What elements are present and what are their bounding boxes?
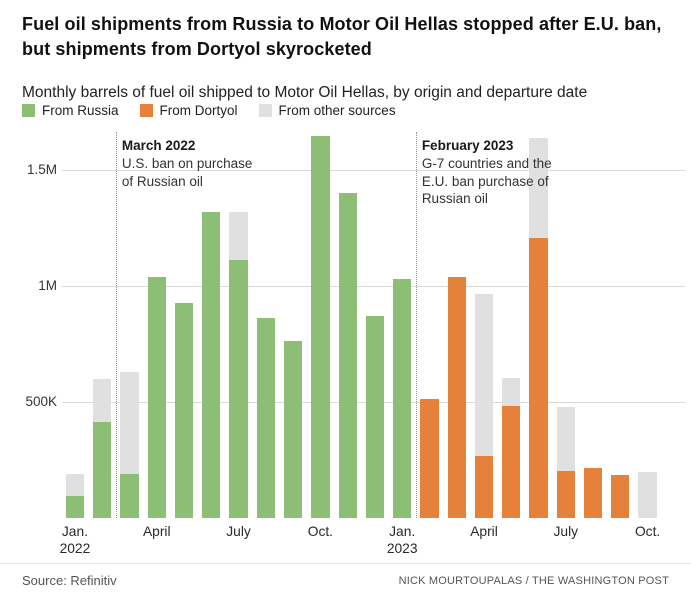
- bar-segment: [447, 276, 466, 519]
- legend-swatch-icon: [258, 104, 272, 117]
- bar-segment: [420, 398, 439, 519]
- bar-segment: [502, 405, 521, 519]
- bar-segment: [65, 496, 85, 519]
- byline-credit: NICK MOURTOUPALAS / THE WASHINGTON POST: [398, 575, 669, 587]
- bar-segment: [556, 470, 575, 519]
- event-marker-line: [415, 132, 417, 519]
- y-axis-tick-label: 500K: [25, 394, 57, 410]
- bar-segment: [120, 371, 139, 475]
- x-axis-tick-label: July: [226, 524, 251, 539]
- legend-item: From other sources: [258, 103, 396, 118]
- event-annotation: February 2023 G-7 countries and the E.U. b…: [422, 137, 592, 208]
- x-axis-tick-year: 2022: [59, 540, 91, 556]
- bar-segment: [638, 471, 657, 519]
- bar-segment: [147, 276, 166, 519]
- legend-swatch-icon: [22, 104, 35, 117]
- bar-segment: [311, 136, 330, 519]
- x-axis-tick-label: April: [142, 524, 171, 539]
- legend-label: From Russia: [42, 103, 119, 118]
- y-gridline: [62, 169, 685, 171]
- bar-segment: [283, 340, 303, 519]
- bar-segment: [93, 421, 112, 519]
- event-annotation-text: E.U. ban purchase of: [421, 173, 549, 189]
- legend-swatch-icon: [139, 104, 153, 117]
- footer-divider: [0, 563, 691, 564]
- chart-legend: From Russia From Dortyol From other source…: [22, 103, 396, 118]
- legend-item: From Dortyol: [139, 103, 238, 118]
- x-axis-tick-label: Oct.: [634, 524, 661, 539]
- bar-segment: [529, 138, 548, 239]
- y-gridline: [62, 285, 685, 287]
- bar-segment: [474, 455, 494, 519]
- bar-segment: [229, 260, 248, 519]
- bar-segment: [174, 303, 194, 519]
- event-annotation-text: Russian oil: [421, 191, 488, 206]
- y-axis-tick-label: 1.5M: [26, 161, 57, 177]
- legend-label: From other sources: [278, 103, 396, 118]
- bar-segment: [583, 468, 603, 519]
- source-note: Source: Refinitiv: [22, 573, 117, 588]
- bar-segment: [202, 211, 221, 519]
- bar-segment: [365, 316, 385, 519]
- event-annotation-title: February 2023: [421, 138, 514, 153]
- bar-segment: [474, 294, 494, 456]
- event-annotation-text: G-7 countries and the: [421, 156, 552, 171]
- x-axis-tick-year: 2023: [386, 540, 418, 556]
- x-axis-tick-label: July: [553, 524, 579, 539]
- bar-segment: [611, 475, 630, 519]
- bar-segment: [93, 378, 112, 422]
- x-axis-tick-label: April: [470, 524, 498, 539]
- event-annotation-text: of Russian oil: [121, 173, 203, 189]
- bar-segment: [529, 238, 548, 519]
- legend-label: From Dortyol: [159, 103, 238, 118]
- bar-segment: [338, 192, 357, 519]
- bar-segment: [556, 406, 575, 471]
- event-annotation-title: March 2022: [121, 138, 196, 153]
- x-axis-tick-label: Jan. 2022: [40, 524, 110, 556]
- bar-segment: [502, 377, 521, 406]
- page-title: Fuel oil shipments from Russia to Motor …: [22, 14, 662, 59]
- bar-segment: [65, 474, 85, 497]
- y-axis-tick-label: 1M: [38, 277, 57, 293]
- x-axis-tick-label: Oct.: [307, 524, 334, 539]
- x-axis-tick-label: Jan. 2023: [367, 524, 437, 556]
- bar-segment: [120, 474, 139, 519]
- bar-segment: [393, 278, 412, 519]
- bar-segment: [229, 211, 248, 261]
- event-annotation-text: U.S. ban on purchase: [121, 156, 253, 171]
- chart-subtitle: Monthly barrels of fuel oil shipped to M…: [22, 84, 588, 101]
- legend-item: From Russia: [22, 103, 119, 118]
- bar-segment: [256, 318, 275, 519]
- event-marker-line: [115, 132, 117, 519]
- event-annotation: March 2022 U.S. ban on purchase of Russian…: [122, 137, 292, 190]
